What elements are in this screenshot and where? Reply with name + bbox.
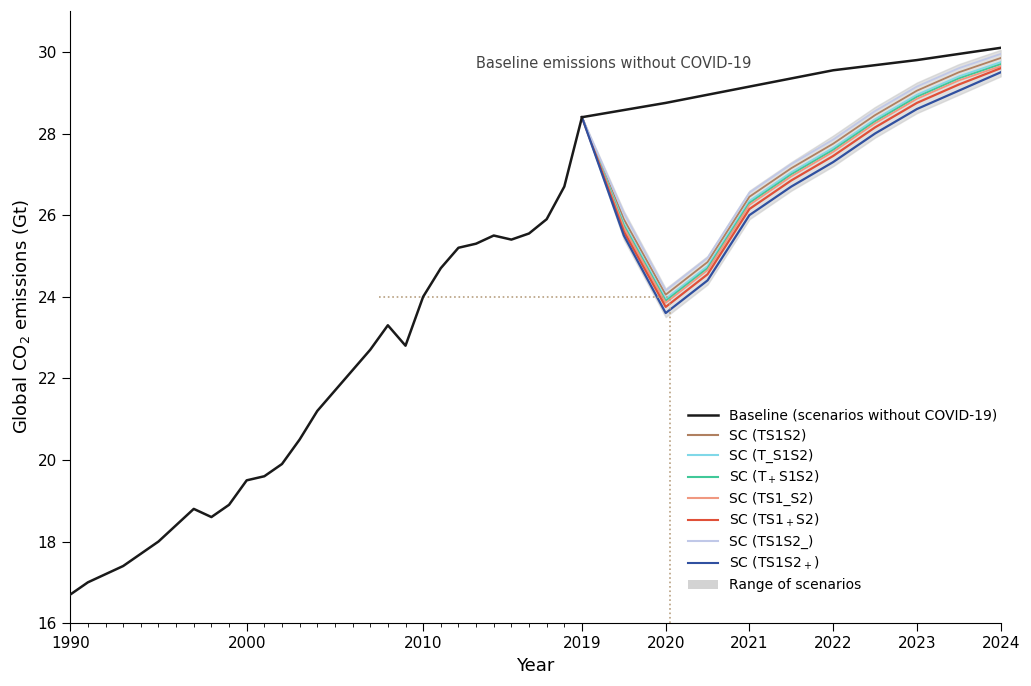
Y-axis label: Global CO$_2$ emissions (Gt): Global CO$_2$ emissions (Gt) xyxy=(11,200,32,434)
Legend: Baseline (scenarios without COVID-19), SC (TS1S2), SC (T_S1S2), SC (T$_+$S1S2), : Baseline (scenarios without COVID-19), S… xyxy=(681,403,1003,598)
X-axis label: Year: Year xyxy=(517,657,555,675)
Text: Baseline emissions without COVID-19: Baseline emissions without COVID-19 xyxy=(476,56,752,71)
